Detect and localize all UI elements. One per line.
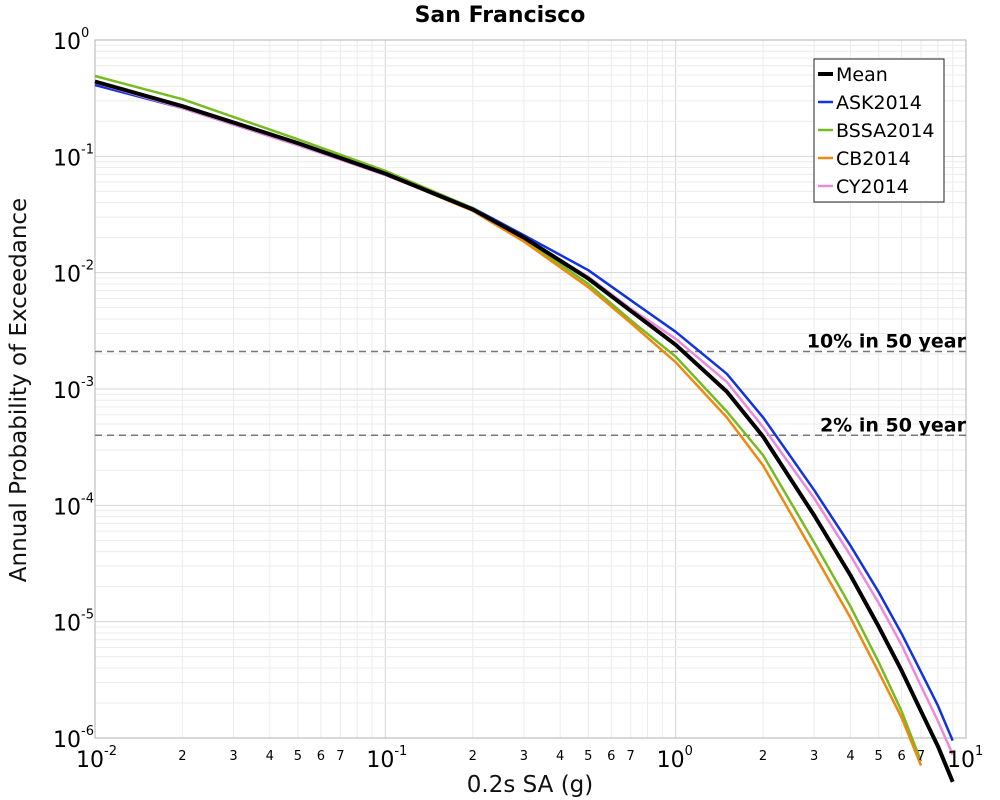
legend-label: ASK2014 bbox=[836, 92, 922, 114]
series-line-mean bbox=[94, 79, 955, 783]
plot-area-frame bbox=[94, 39, 967, 739]
reference-line-label: 10% in 50 year bbox=[807, 331, 967, 353]
reference-line-label: 2% in 50 year bbox=[820, 414, 967, 436]
x-minor-tick-label: 6 bbox=[317, 749, 325, 764]
y-tick-label: 10-4 bbox=[53, 491, 94, 520]
x-minor-tick-label: 7 bbox=[336, 749, 344, 764]
x-minor-tick-label: 7 bbox=[917, 749, 925, 764]
series-line-cb2014 bbox=[94, 80, 923, 766]
y-tick-label: 10-2 bbox=[53, 259, 94, 288]
legend-label: CY2014 bbox=[836, 176, 909, 198]
y-tick-label: 100 bbox=[53, 26, 89, 55]
legend: Mean ASK2014 BSSA2014 CB2014 CY2014 bbox=[813, 58, 945, 203]
legend-box bbox=[813, 58, 945, 203]
x-minor-tick-label: 2 bbox=[178, 749, 186, 764]
y-tick-label: 10-3 bbox=[53, 375, 94, 404]
y-axis-label: Annual Probability of Exceedance bbox=[6, 198, 32, 582]
x-minor-tick-label: 4 bbox=[556, 749, 564, 764]
x-minor-tick-label: 5 bbox=[294, 749, 302, 764]
x-minor-tick-label: 6 bbox=[607, 749, 615, 764]
y-tick-label: 10-1 bbox=[53, 142, 94, 171]
series-line-bssa2014 bbox=[94, 74, 923, 762]
reference-lines: 10% in 50 year 2% in 50 year bbox=[95, 331, 967, 436]
x-axis-label: 0.2s SA (g) bbox=[467, 772, 594, 798]
x-tick-label: 100 bbox=[657, 744, 693, 773]
x-minor-tick-label: 3 bbox=[810, 749, 818, 764]
legend-label: CB2014 bbox=[836, 148, 911, 170]
x-minor-tick-label: 5 bbox=[584, 749, 592, 764]
x-tick-label: 10-2 bbox=[76, 744, 117, 773]
legend-label: BSSA2014 bbox=[836, 120, 935, 142]
x-tick-label: 101 bbox=[947, 744, 983, 773]
x-minor-tick-label: 3 bbox=[520, 749, 528, 764]
x-minor-tick-label: 5 bbox=[874, 749, 882, 764]
legend-label: Mean bbox=[836, 64, 888, 86]
x-minor-tick-label: 2 bbox=[759, 749, 767, 764]
x-minor-tick-label: 3 bbox=[229, 749, 237, 764]
x-minor-tick-label: 2 bbox=[469, 749, 477, 764]
x-minor-tick-label: 6 bbox=[897, 749, 905, 764]
y-tick-label: 10-5 bbox=[53, 608, 94, 637]
series-lines bbox=[94, 74, 955, 783]
x-minor-tick-label: 4 bbox=[846, 749, 854, 764]
y-tick-label: 10-6 bbox=[53, 724, 94, 753]
x-tick-label: 10-1 bbox=[366, 744, 407, 773]
chart-title: San Francisco bbox=[415, 3, 586, 28]
x-minor-tick-label: 4 bbox=[266, 749, 274, 764]
x-minor-tick-label: 7 bbox=[627, 749, 635, 764]
